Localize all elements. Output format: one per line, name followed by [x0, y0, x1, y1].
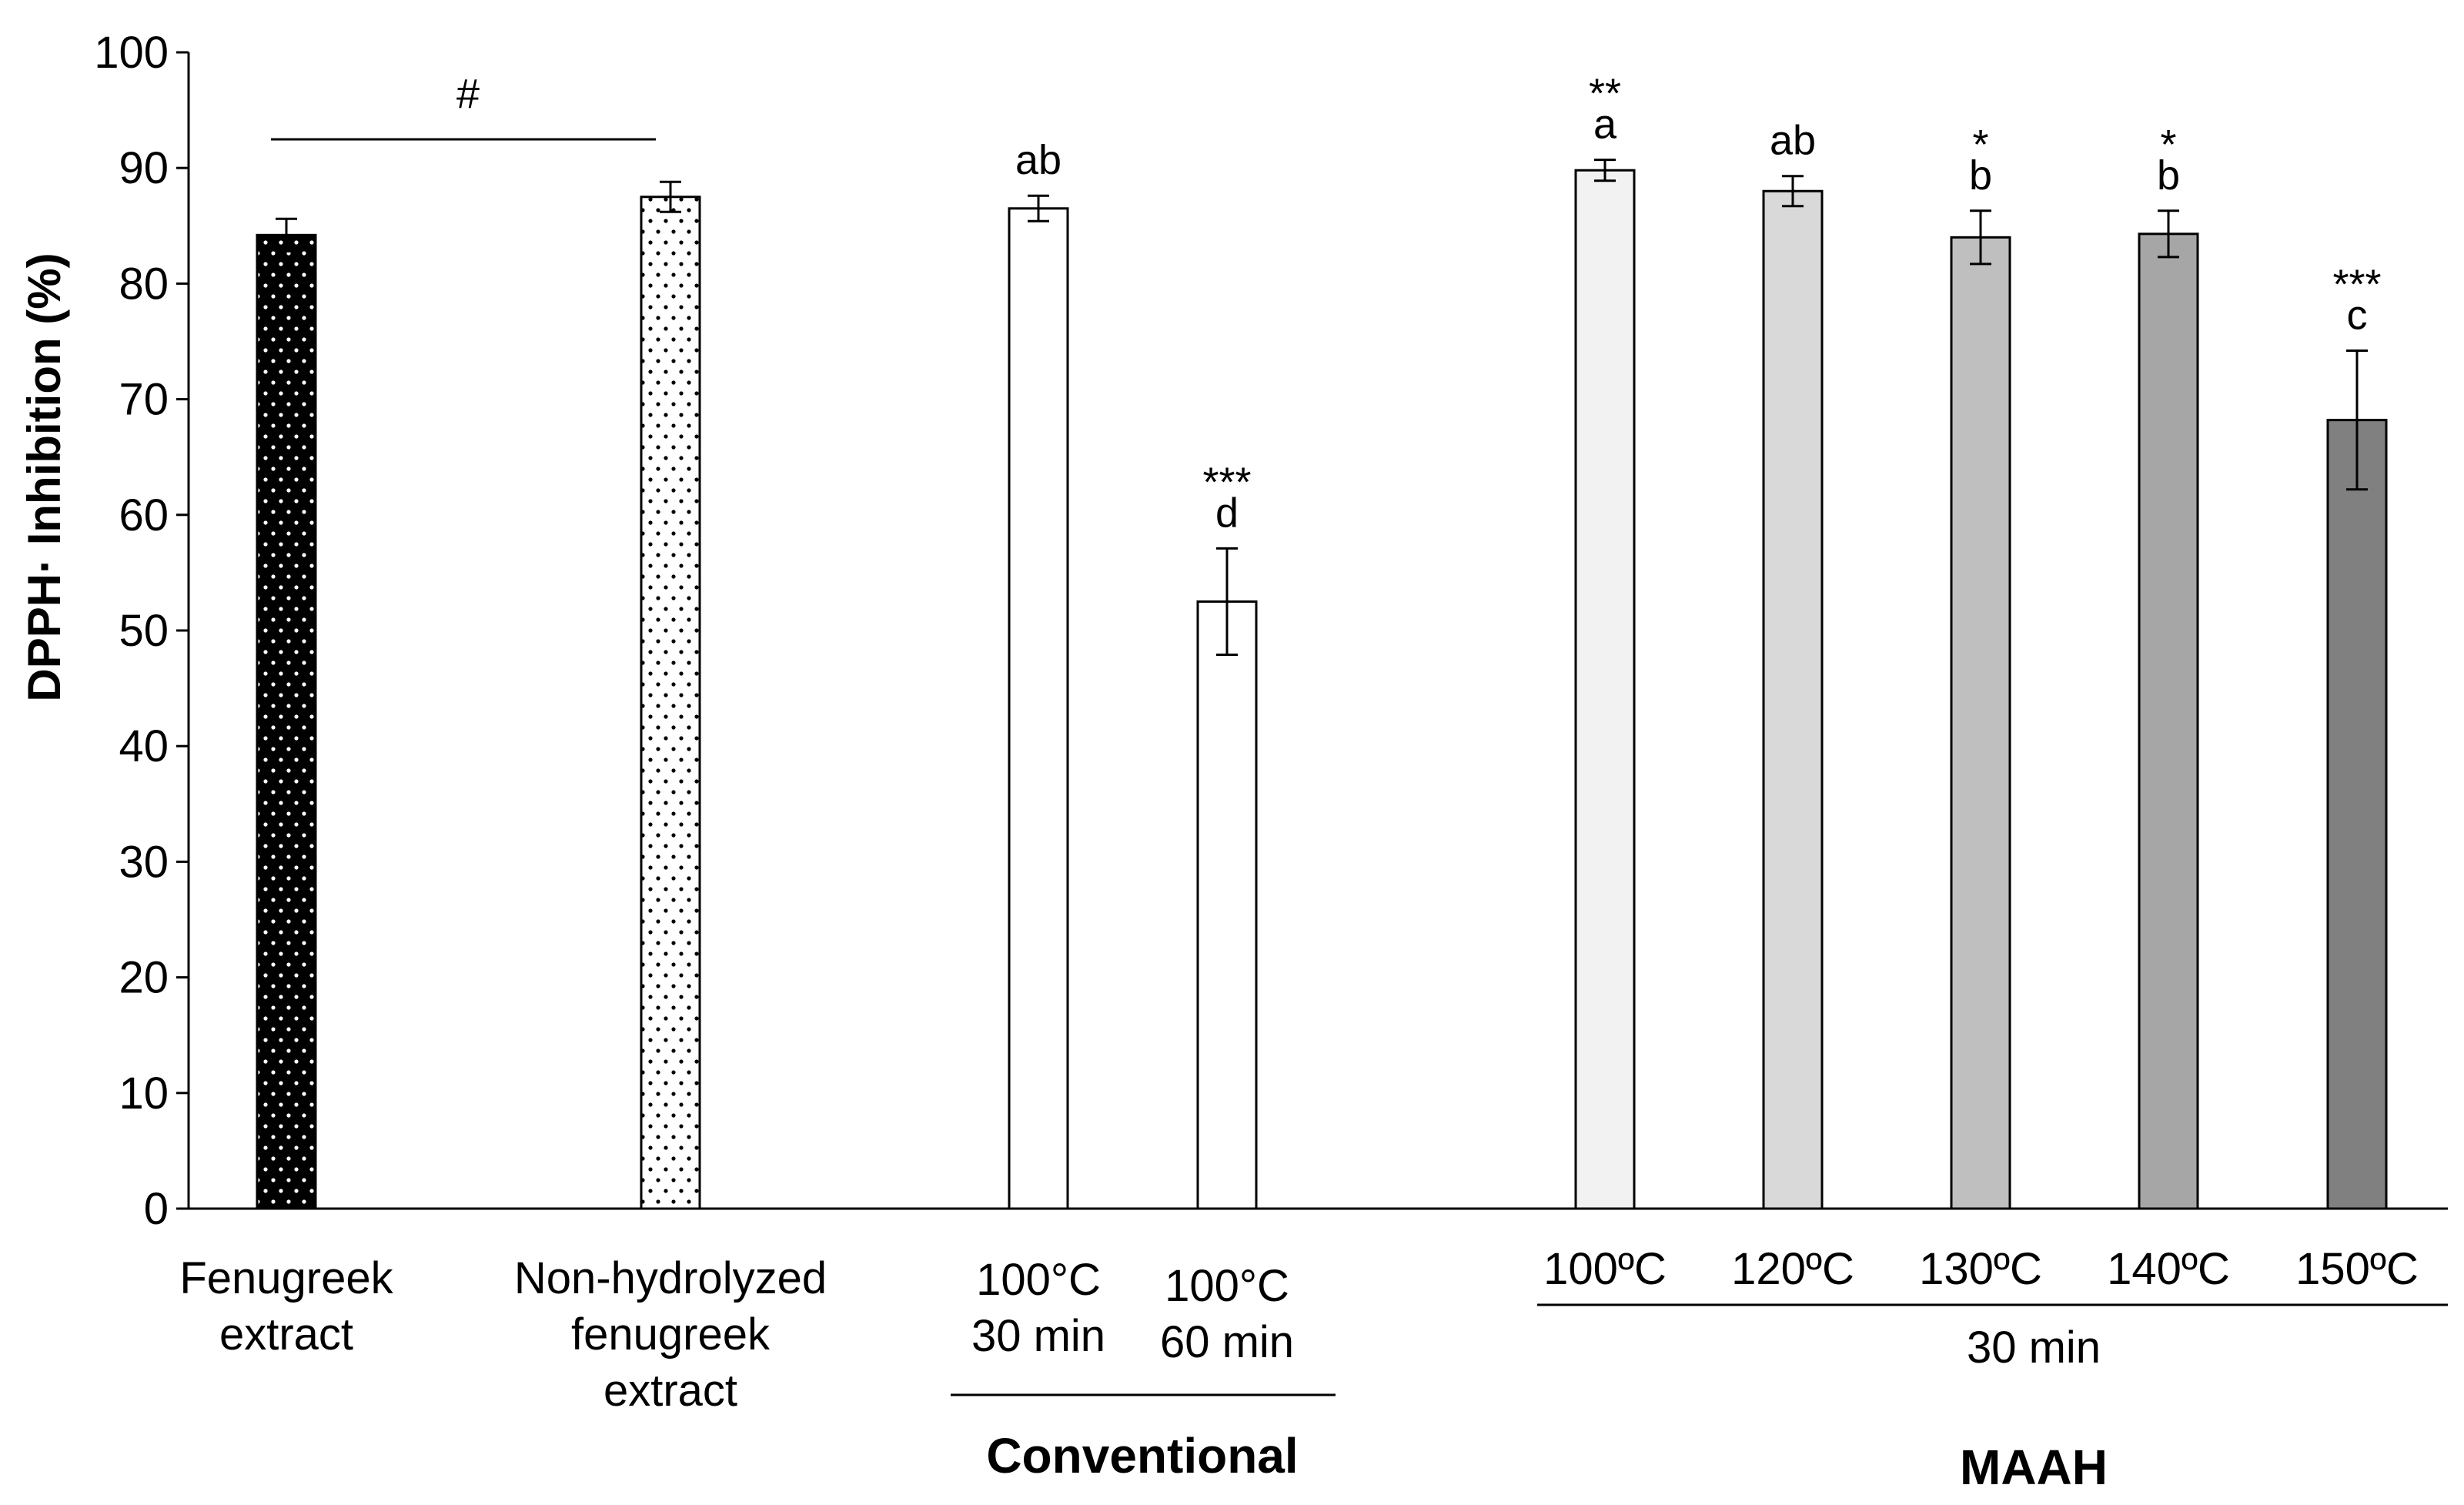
category-label: fenugreek — [571, 1309, 771, 1360]
y-tick-label: 0 — [144, 1184, 169, 1234]
category-label: 100°C — [976, 1255, 1101, 1305]
category-label: Fenugreek — [179, 1253, 393, 1303]
bar — [640, 196, 701, 1210]
y-ticks: 0 10 20 30 40 50 60 70 80 90 100 — [94, 28, 189, 1234]
significance-letter: ab — [1015, 137, 1061, 183]
y-tick-label: 100 — [94, 28, 169, 78]
bar — [1196, 600, 1258, 1210]
y-axis-label: DPPH· Inhibition (%) — [18, 253, 70, 701]
category-label: extract — [219, 1309, 353, 1360]
category-label: 150ºC — [2295, 1244, 2419, 1294]
significance-letter: c — [2347, 293, 2368, 339]
y-tick-label: 60 — [119, 490, 169, 540]
hash-symbol: # — [456, 71, 480, 117]
bar — [2326, 419, 2388, 1210]
significance-letter: a — [1593, 102, 1617, 148]
category-labels-group: Fenugreek extract Non-hydrolyzed fenugreek e… — [179, 1244, 2419, 1416]
significance-stars: * — [2160, 122, 2176, 168]
y-tick-label: 40 — [119, 721, 169, 771]
significance-letter: b — [1969, 152, 1992, 199]
category-label: extract — [603, 1366, 737, 1416]
category-label: Non-hydrolyzed — [514, 1253, 827, 1303]
significance-letter: b — [2157, 152, 2180, 199]
significance-stars: *** — [2332, 262, 2381, 308]
bar — [256, 233, 317, 1210]
y-tick-label: 20 — [119, 953, 169, 1003]
significance-letter: d — [1215, 490, 1239, 536]
y-tick-label: 70 — [119, 375, 169, 425]
y-tick-label: 50 — [119, 606, 169, 656]
category-label: 130ºC — [1919, 1244, 2042, 1294]
y-tick-label: 10 — [119, 1069, 169, 1119]
y-tick-label: 30 — [119, 837, 169, 887]
bars-group — [256, 169, 2388, 1210]
category-label: 30 min — [971, 1311, 1105, 1361]
significance-stars: ** — [1589, 71, 1621, 117]
category-label: 100ºC — [1543, 1244, 1667, 1294]
bar — [1762, 189, 1824, 1210]
bar — [2138, 232, 2199, 1210]
maah-time-label: 30 min — [1967, 1323, 2101, 1373]
significance-stars: *** — [1202, 459, 1251, 505]
category-label: 100°C — [1165, 1261, 1289, 1311]
y-tick-label: 90 — [119, 143, 169, 193]
y-tick-label: 80 — [119, 259, 169, 309]
significance-labels-group: abd***a**abb*b*c*** — [1015, 71, 2382, 537]
group-label-conventional: Conventional — [986, 1428, 1298, 1483]
error-bars-group — [276, 159, 2368, 657]
bar — [1950, 236, 2011, 1210]
significance-letter: ab — [1770, 118, 1816, 164]
significance-stars: * — [1972, 122, 1988, 168]
bar — [1008, 207, 1069, 1210]
bar — [1574, 169, 1636, 1210]
category-label: 120ºC — [1731, 1244, 1854, 1294]
group-label-maah: MAAH — [1960, 1440, 2108, 1495]
category-label: 140ºC — [2107, 1244, 2230, 1294]
category-label: 60 min — [1160, 1317, 1294, 1367]
